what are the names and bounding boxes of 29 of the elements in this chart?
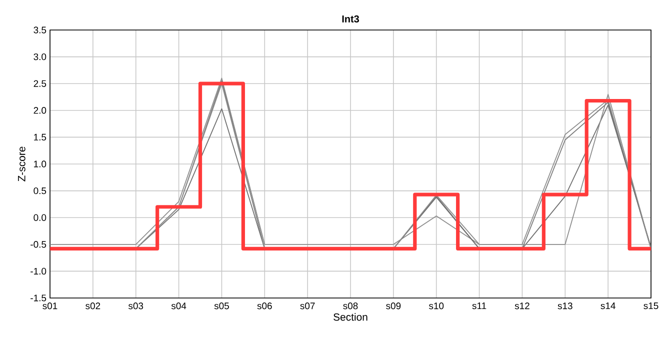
x-tick-label: s14 xyxy=(600,302,616,310)
x-tick-label: s11 xyxy=(472,302,486,310)
y-tick-label: -1.0 xyxy=(30,268,46,275)
x-tick-label: s01 xyxy=(42,302,58,310)
y-tick-label: -0.5 xyxy=(30,241,46,248)
y-tick-label: 2.0 xyxy=(34,107,46,114)
y-tick-label: 3.0 xyxy=(34,53,46,60)
x-tick-label: s13 xyxy=(558,302,572,310)
x-tick-label: s03 xyxy=(128,302,144,310)
x-tick-label: s07 xyxy=(300,302,315,310)
y-tick-label: 2.5 xyxy=(34,80,46,87)
x-tick-label: s08 xyxy=(343,302,358,310)
y-tick-label: 3.5 xyxy=(34,26,46,34)
x-axis-title: Section xyxy=(334,313,368,321)
x-tick-label: s04 xyxy=(171,302,186,310)
y-tick-label: 1.5 xyxy=(34,134,46,140)
y-tick-label: 0.5 xyxy=(34,187,46,194)
x-tick-label: s02 xyxy=(86,302,100,310)
chart-title: Int3 xyxy=(342,15,360,22)
x-tick-label: s15 xyxy=(644,302,658,310)
x-tick-label: s09 xyxy=(386,302,401,310)
x-tick-label: s06 xyxy=(257,302,272,310)
x-tick-label: s10 xyxy=(428,302,444,310)
y-axis-title: Z-score xyxy=(18,146,26,182)
y-tick-label: -1.5 xyxy=(30,294,46,302)
y-tick-label: 1.0 xyxy=(34,160,46,168)
y-tick-label: 0.0 xyxy=(34,214,46,221)
x-tick-label: s05 xyxy=(214,302,229,310)
x-tick-label: s12 xyxy=(514,302,530,310)
